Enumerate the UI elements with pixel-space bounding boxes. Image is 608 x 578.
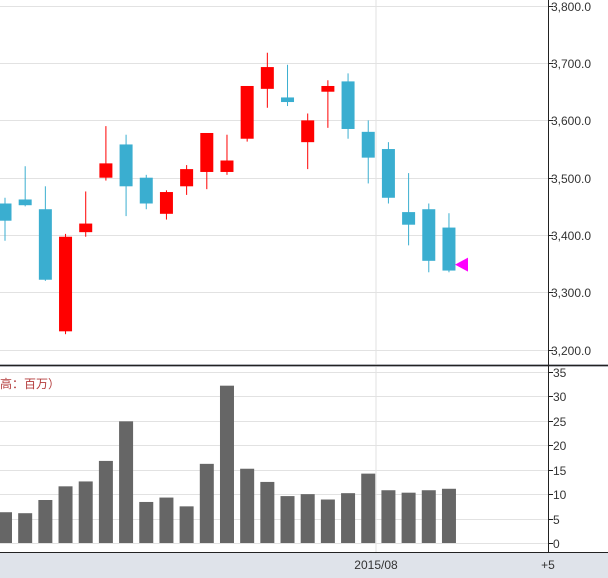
- candle-body: [442, 227, 456, 271]
- candle: [281, 64, 295, 107]
- candle-body: [59, 236, 73, 332]
- candle-body: [0, 203, 12, 221]
- volume-axis-bg: [549, 367, 608, 552]
- candle-body: [220, 160, 234, 172]
- candle: [260, 52, 274, 108]
- candle-body: [79, 223, 93, 233]
- candle: [442, 213, 456, 273]
- candle-body: [341, 81, 355, 129]
- volume-tick-label: 10: [553, 488, 567, 502]
- volume-bar: [119, 421, 134, 543]
- candle-body: [361, 131, 375, 158]
- volume-bar: [18, 513, 33, 543]
- candle: [180, 165, 194, 195]
- candle: [240, 85, 254, 142]
- volume-bar: [219, 385, 234, 543]
- candle-body: [301, 120, 315, 143]
- volume-bar: [38, 500, 53, 543]
- candle: [119, 134, 133, 217]
- volume-tick-label: 0: [553, 537, 560, 551]
- candle: [220, 134, 234, 175]
- last-price-marker: [455, 257, 468, 272]
- volume-tick-label: 20: [553, 439, 567, 453]
- volume-bar: [401, 492, 416, 543]
- volume-tick-label: 35: [553, 366, 567, 380]
- volume-tick-label: 25: [553, 415, 567, 429]
- volume-bar: [280, 496, 295, 543]
- candle: [38, 186, 52, 281]
- candle: [402, 173, 416, 246]
- candle: [381, 142, 395, 204]
- volume-bar: [381, 490, 396, 543]
- volume-bar: [98, 460, 113, 543]
- candle-body: [180, 169, 194, 187]
- volume-bar: [421, 490, 436, 543]
- price-tick-label: 3,600.0: [551, 114, 591, 128]
- candle: [139, 174, 153, 210]
- candle: [0, 197, 12, 241]
- candle-body: [38, 209, 52, 280]
- candle: [301, 113, 315, 170]
- price-panel-bg: [0, 0, 548, 364]
- volume-bar: [199, 463, 214, 543]
- candle: [18, 166, 32, 207]
- candle-body: [240, 85, 254, 139]
- candle: [59, 233, 73, 335]
- volume-tick-label: 15: [553, 464, 567, 478]
- volume-tick-label: 30: [553, 390, 567, 404]
- candle: [79, 191, 93, 237]
- price-tick-label: 3,800.0: [551, 0, 591, 14]
- candle: [99, 126, 113, 181]
- candle-body: [18, 199, 32, 206]
- volume-bar: [159, 497, 174, 543]
- candle-body: [381, 149, 395, 198]
- candle-body: [422, 209, 436, 261]
- candlestick-series: [0, 52, 456, 335]
- x-label-2015-08: 2015/08: [354, 558, 398, 572]
- volume-series: [0, 385, 456, 543]
- candle-body: [321, 85, 335, 92]
- volume-tick-label: 5: [553, 513, 560, 527]
- candle-body: [159, 192, 173, 214]
- volume-bar: [0, 512, 12, 543]
- volume-bar: [58, 486, 73, 543]
- price-tick-label: 3,500.0: [551, 172, 591, 186]
- candle: [361, 120, 375, 184]
- price-tick-label: 3,200.0: [551, 344, 591, 358]
- candle-body: [260, 67, 274, 89]
- candle: [200, 132, 214, 190]
- price-tick-label: 3,400.0: [551, 229, 591, 243]
- volume-axis-ticks: 0 5 10 15 20 25 30 35: [548, 366, 567, 551]
- candle-body: [200, 132, 214, 172]
- candle: [321, 80, 335, 128]
- price-axis-ticks: 3,200.0 3,300.0 3,400.0 3,500.0 3,600.0 3,700…: [548, 0, 591, 358]
- price-tick-label: 3,700.0: [551, 57, 591, 71]
- x-label-plus5: +5: [541, 558, 555, 572]
- volume-bar: [78, 481, 93, 543]
- candle-body: [402, 212, 416, 225]
- candle: [341, 73, 355, 139]
- price-tick-label: 3,300.0: [551, 286, 591, 300]
- volume-bar: [300, 494, 315, 543]
- volume-bar: [179, 506, 194, 543]
- volume-bar: [240, 468, 255, 543]
- volume-bar: [441, 488, 456, 543]
- candle-body: [99, 163, 113, 178]
- volume-bar: [139, 501, 154, 543]
- price-gridlines: [0, 6, 548, 351]
- candle: [159, 190, 173, 220]
- candle-body: [281, 97, 295, 103]
- volume-bar: [260, 481, 275, 543]
- candle-body: [119, 144, 133, 187]
- candle: [422, 203, 436, 273]
- volume-bar: [341, 493, 356, 543]
- price-axis-bg: [549, 0, 608, 364]
- volume-unit-label: 高：百万）: [0, 376, 60, 391]
- volume-bar: [320, 499, 335, 543]
- volume-bar: [361, 473, 376, 543]
- candle-body: [139, 177, 153, 204]
